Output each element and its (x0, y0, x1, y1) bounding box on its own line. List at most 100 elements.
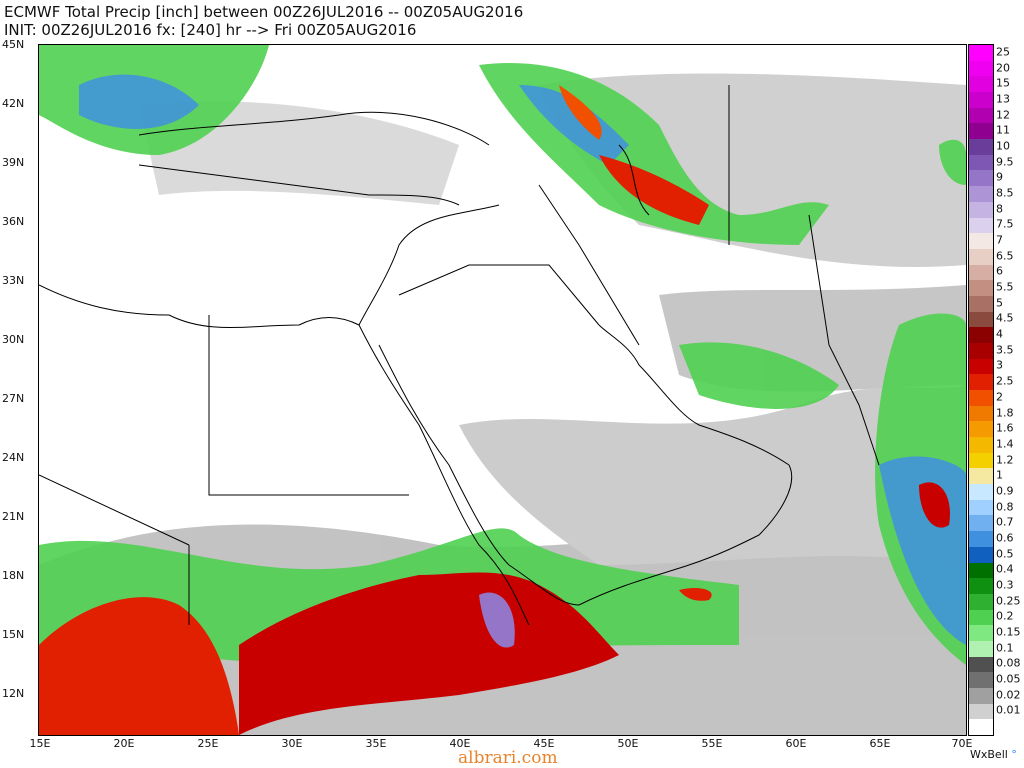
coastline-gulf (598, 324, 790, 466)
legend-label: 20 (996, 61, 1010, 75)
border-algeria (39, 474, 190, 546)
lon-label: 25E (197, 737, 219, 750)
legend-swatch (969, 60, 993, 77)
lat-label: 39N (2, 156, 25, 169)
lon-label: 35E (365, 737, 387, 750)
legend-label: 0.05 (996, 672, 1021, 686)
lat-label: 24N (2, 451, 25, 464)
legend-swatch (969, 107, 993, 124)
legend-label: 1 (996, 468, 1003, 482)
lat-label: 45N (2, 38, 25, 51)
map-title: ECMWF Total Precip [inch] between 00Z26J… (4, 3, 524, 21)
legend-label: 0.15 (996, 625, 1021, 639)
precip-green-pakistan-north (939, 139, 966, 185)
precip-green-iran-south (679, 342, 839, 409)
border-iraq-saudi (398, 264, 600, 326)
legend-swatch (969, 233, 993, 250)
legend-swatch (969, 139, 993, 156)
legend-swatch (969, 515, 993, 532)
wxbell-logo: WxBell ° (970, 748, 1017, 761)
coastline-turkey-north (138, 111, 490, 146)
precipitation-map[interactable] (38, 44, 967, 736)
lat-label: 18N (2, 569, 25, 582)
legend-swatch (969, 405, 993, 422)
precip-orange-caucasus (559, 85, 602, 140)
lat-label: 27N (2, 392, 25, 405)
legend-swatch (969, 374, 993, 391)
legend-label: 0.1 (996, 641, 1014, 655)
legend-label: 1.8 (996, 406, 1014, 420)
legend-label: 25 (996, 45, 1010, 59)
legend-swatch (969, 593, 993, 610)
legend-swatch (969, 484, 993, 501)
precip-red-sudan-ethiopia (239, 572, 619, 735)
coastline-red-sea-east (378, 344, 580, 606)
brand-name: WxBell (970, 748, 1008, 761)
legend-label: 0.2 (996, 609, 1014, 623)
legend-swatch (969, 311, 993, 328)
precip-red-oman (679, 588, 712, 601)
legend-label: 1.2 (996, 453, 1014, 467)
legend-label: 0.4 (996, 562, 1014, 576)
legend-swatch (969, 609, 993, 626)
legend-label: 15 (996, 76, 1010, 90)
coastline-levant (358, 204, 500, 326)
legend-swatch (969, 264, 993, 281)
lat-label: 42N (2, 97, 25, 110)
coastline-north-africa (39, 284, 360, 328)
legend-label: 9 (996, 170, 1003, 184)
legend-label: 0.9 (996, 484, 1014, 498)
precip-legend (968, 44, 994, 736)
legend-swatch (969, 280, 993, 297)
legend-label: 13 (996, 92, 1010, 106)
lon-label: 45E (533, 737, 555, 750)
legend-label: 11 (996, 123, 1010, 137)
legend-label: 8 (996, 202, 1003, 216)
legend-label: 7.5 (996, 217, 1014, 231)
legend-label: 8.5 (996, 186, 1014, 200)
legend-label: 0.5 (996, 547, 1014, 561)
legend-label: 5 (996, 296, 1003, 310)
legend-label: 0.3 (996, 578, 1014, 592)
legend-swatch (969, 295, 993, 312)
map-init-line: INIT: 00Z26JUL2016 fx: [240] hr --> Fri … (4, 21, 417, 39)
legend-swatch (969, 562, 993, 579)
legend-label: 4 (996, 327, 1003, 341)
legend-label: 0.6 (996, 531, 1014, 545)
lon-label: 20E (113, 737, 135, 750)
precip-gray-mediterranean (139, 101, 459, 205)
precip-blue-caucasus (519, 85, 629, 165)
legend-label: 3 (996, 358, 1003, 372)
legend-swatch (969, 640, 993, 657)
precip-purple-eritrea (479, 592, 515, 648)
legend-label: 12 (996, 108, 1010, 122)
legend-label: 6 (996, 264, 1003, 278)
border-egypt-libya (208, 315, 409, 496)
lon-label: 60E (785, 737, 807, 750)
legend-label: 2 (996, 390, 1003, 404)
lon-label: 70E (951, 737, 973, 750)
legend-swatch (969, 672, 993, 689)
legend-swatch (969, 499, 993, 516)
legend-label: 0.02 (996, 688, 1021, 702)
watermark: albrari.com (458, 748, 558, 768)
legend-swatch (969, 452, 993, 469)
legend-swatch (969, 45, 993, 61)
legend-swatch (969, 468, 993, 485)
coastline-turkey-south (138, 164, 460, 206)
legend-label: 4.5 (996, 311, 1014, 325)
legend-swatch (969, 217, 993, 234)
coastline-caspian (618, 144, 650, 216)
legend-label: 0.8 (996, 500, 1014, 514)
legend-label: 7 (996, 233, 1003, 247)
legend-swatch (969, 625, 993, 642)
legend-swatch (969, 687, 993, 704)
legend-swatch (969, 719, 993, 736)
lat-label: 21N (2, 510, 25, 523)
legend-swatch (969, 703, 993, 720)
precip-red-iran-north (599, 155, 709, 225)
legend-swatch (969, 342, 993, 359)
legend-label: 1.6 (996, 421, 1014, 435)
legend-swatch (969, 327, 993, 344)
lat-label: 30N (2, 333, 25, 346)
